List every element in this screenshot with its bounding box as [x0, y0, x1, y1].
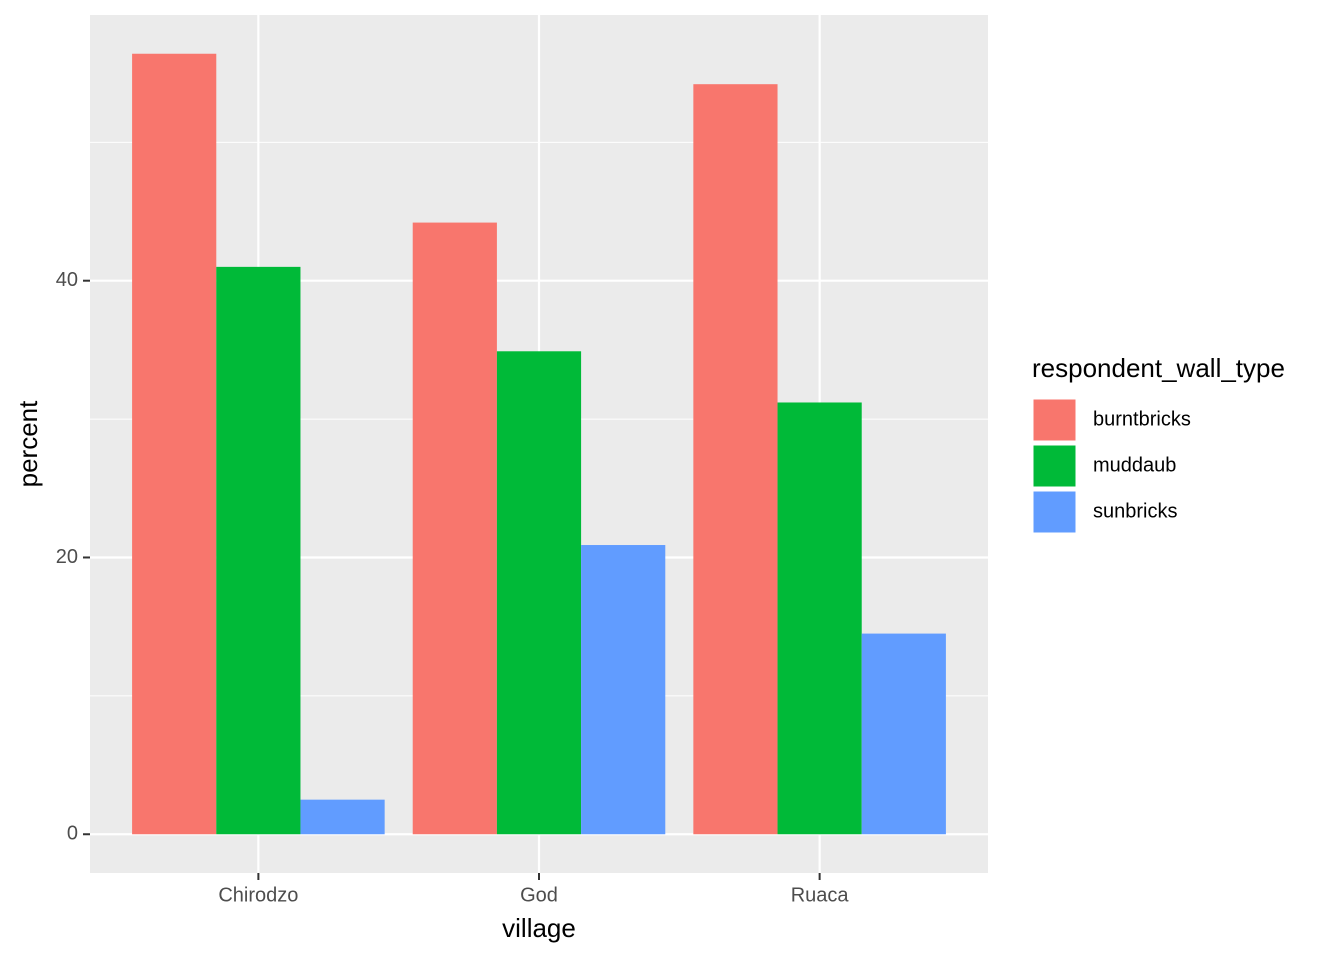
bar: [496, 351, 582, 835]
y-axis-title: percent: [13, 400, 43, 487]
legend-key: [1032, 490, 1077, 534]
bar: [216, 266, 301, 835]
legend-label: burntbricks: [1093, 408, 1191, 430]
bar: [412, 222, 497, 835]
bar: [300, 799, 385, 835]
x-tick-label: Chirodzo: [218, 884, 298, 906]
x-tick-label: God: [520, 884, 558, 906]
legend-label: muddaub: [1093, 454, 1176, 476]
x-tick-label: Ruaca: [791, 884, 850, 906]
legend-key: [1032, 444, 1077, 488]
bar: [132, 53, 217, 835]
legend-key: [1032, 398, 1077, 442]
legend-title: respondent_wall_type: [1032, 353, 1285, 383]
bar: [777, 402, 862, 835]
y-tick-label: 0: [67, 823, 78, 845]
bar: [581, 545, 666, 835]
bar: [693, 84, 778, 835]
bar: [861, 633, 946, 835]
x-axis-title: village: [502, 913, 576, 943]
legend-label: sunbricks: [1093, 500, 1177, 522]
y-tick-label: 40: [56, 269, 78, 291]
y-tick-label: 20: [56, 546, 78, 568]
